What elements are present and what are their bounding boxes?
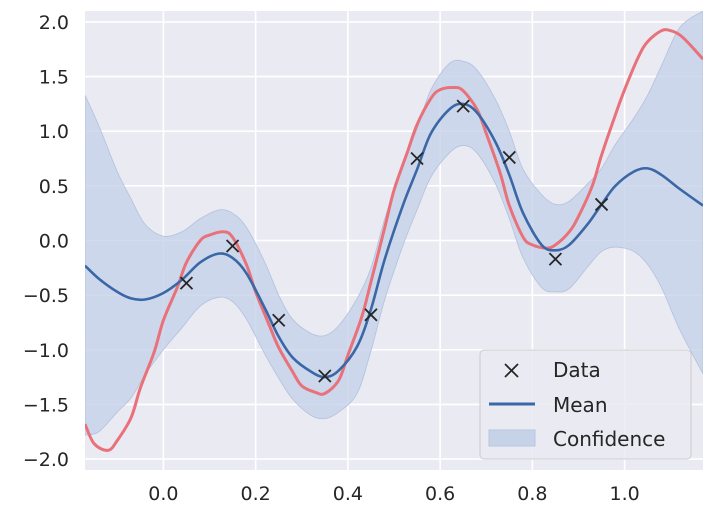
data-point-marker xyxy=(456,99,470,113)
data-point-marker xyxy=(318,369,332,383)
x-axis-ticks: 0.0 0.2 0.4 0.6 0.8 1.0 xyxy=(148,483,639,505)
data-point-marker xyxy=(364,308,378,322)
legend-data-marker-icon xyxy=(504,363,519,378)
legend: Data Mean Confidence xyxy=(479,349,692,460)
true-function-line xyxy=(85,28,703,452)
x-tick-label: 0.8 xyxy=(517,483,547,505)
legend-label-mean: Mean xyxy=(553,393,608,417)
x-tick-label: 0.6 xyxy=(425,483,455,505)
y-tick-label: 2.0 xyxy=(39,12,69,34)
data-point-marker xyxy=(272,313,286,327)
y-tick-label: −2.0 xyxy=(23,449,69,471)
data-point-marker xyxy=(225,239,240,253)
x-tick-label: 0.0 xyxy=(148,483,178,505)
data-point-marker xyxy=(502,150,516,165)
data-point-marker xyxy=(410,151,424,166)
y-axis-ticks: −2.0 −1.5 −1.0 −0.5 0.0 0.5 1.0 1.5 2.0 xyxy=(23,12,69,471)
data-markers xyxy=(179,99,609,383)
data-point-marker xyxy=(594,197,609,212)
series-layer xyxy=(85,11,703,452)
y-tick-label: 0.0 xyxy=(39,231,69,253)
x-tick-label: 1.0 xyxy=(609,483,639,505)
data-point-marker xyxy=(548,252,563,266)
data-point-marker xyxy=(179,276,194,290)
legend-confidence-patch-icon xyxy=(488,429,536,447)
y-tick-label: −0.5 xyxy=(23,285,69,307)
mean-line xyxy=(85,102,703,379)
y-tick-label: 1.0 xyxy=(39,121,69,143)
x-tick-label: 0.4 xyxy=(333,483,363,505)
x-tick-label: 0.2 xyxy=(241,483,271,505)
y-tick-label: 0.5 xyxy=(39,176,69,198)
y-tick-label: −1.0 xyxy=(23,340,69,362)
legend-label-confidence: Confidence xyxy=(553,427,665,451)
confidence-band xyxy=(85,11,703,436)
y-tick-label: −1.5 xyxy=(23,394,69,416)
y-tick-label: 1.5 xyxy=(39,67,69,89)
legend-label-data: Data xyxy=(553,358,601,382)
